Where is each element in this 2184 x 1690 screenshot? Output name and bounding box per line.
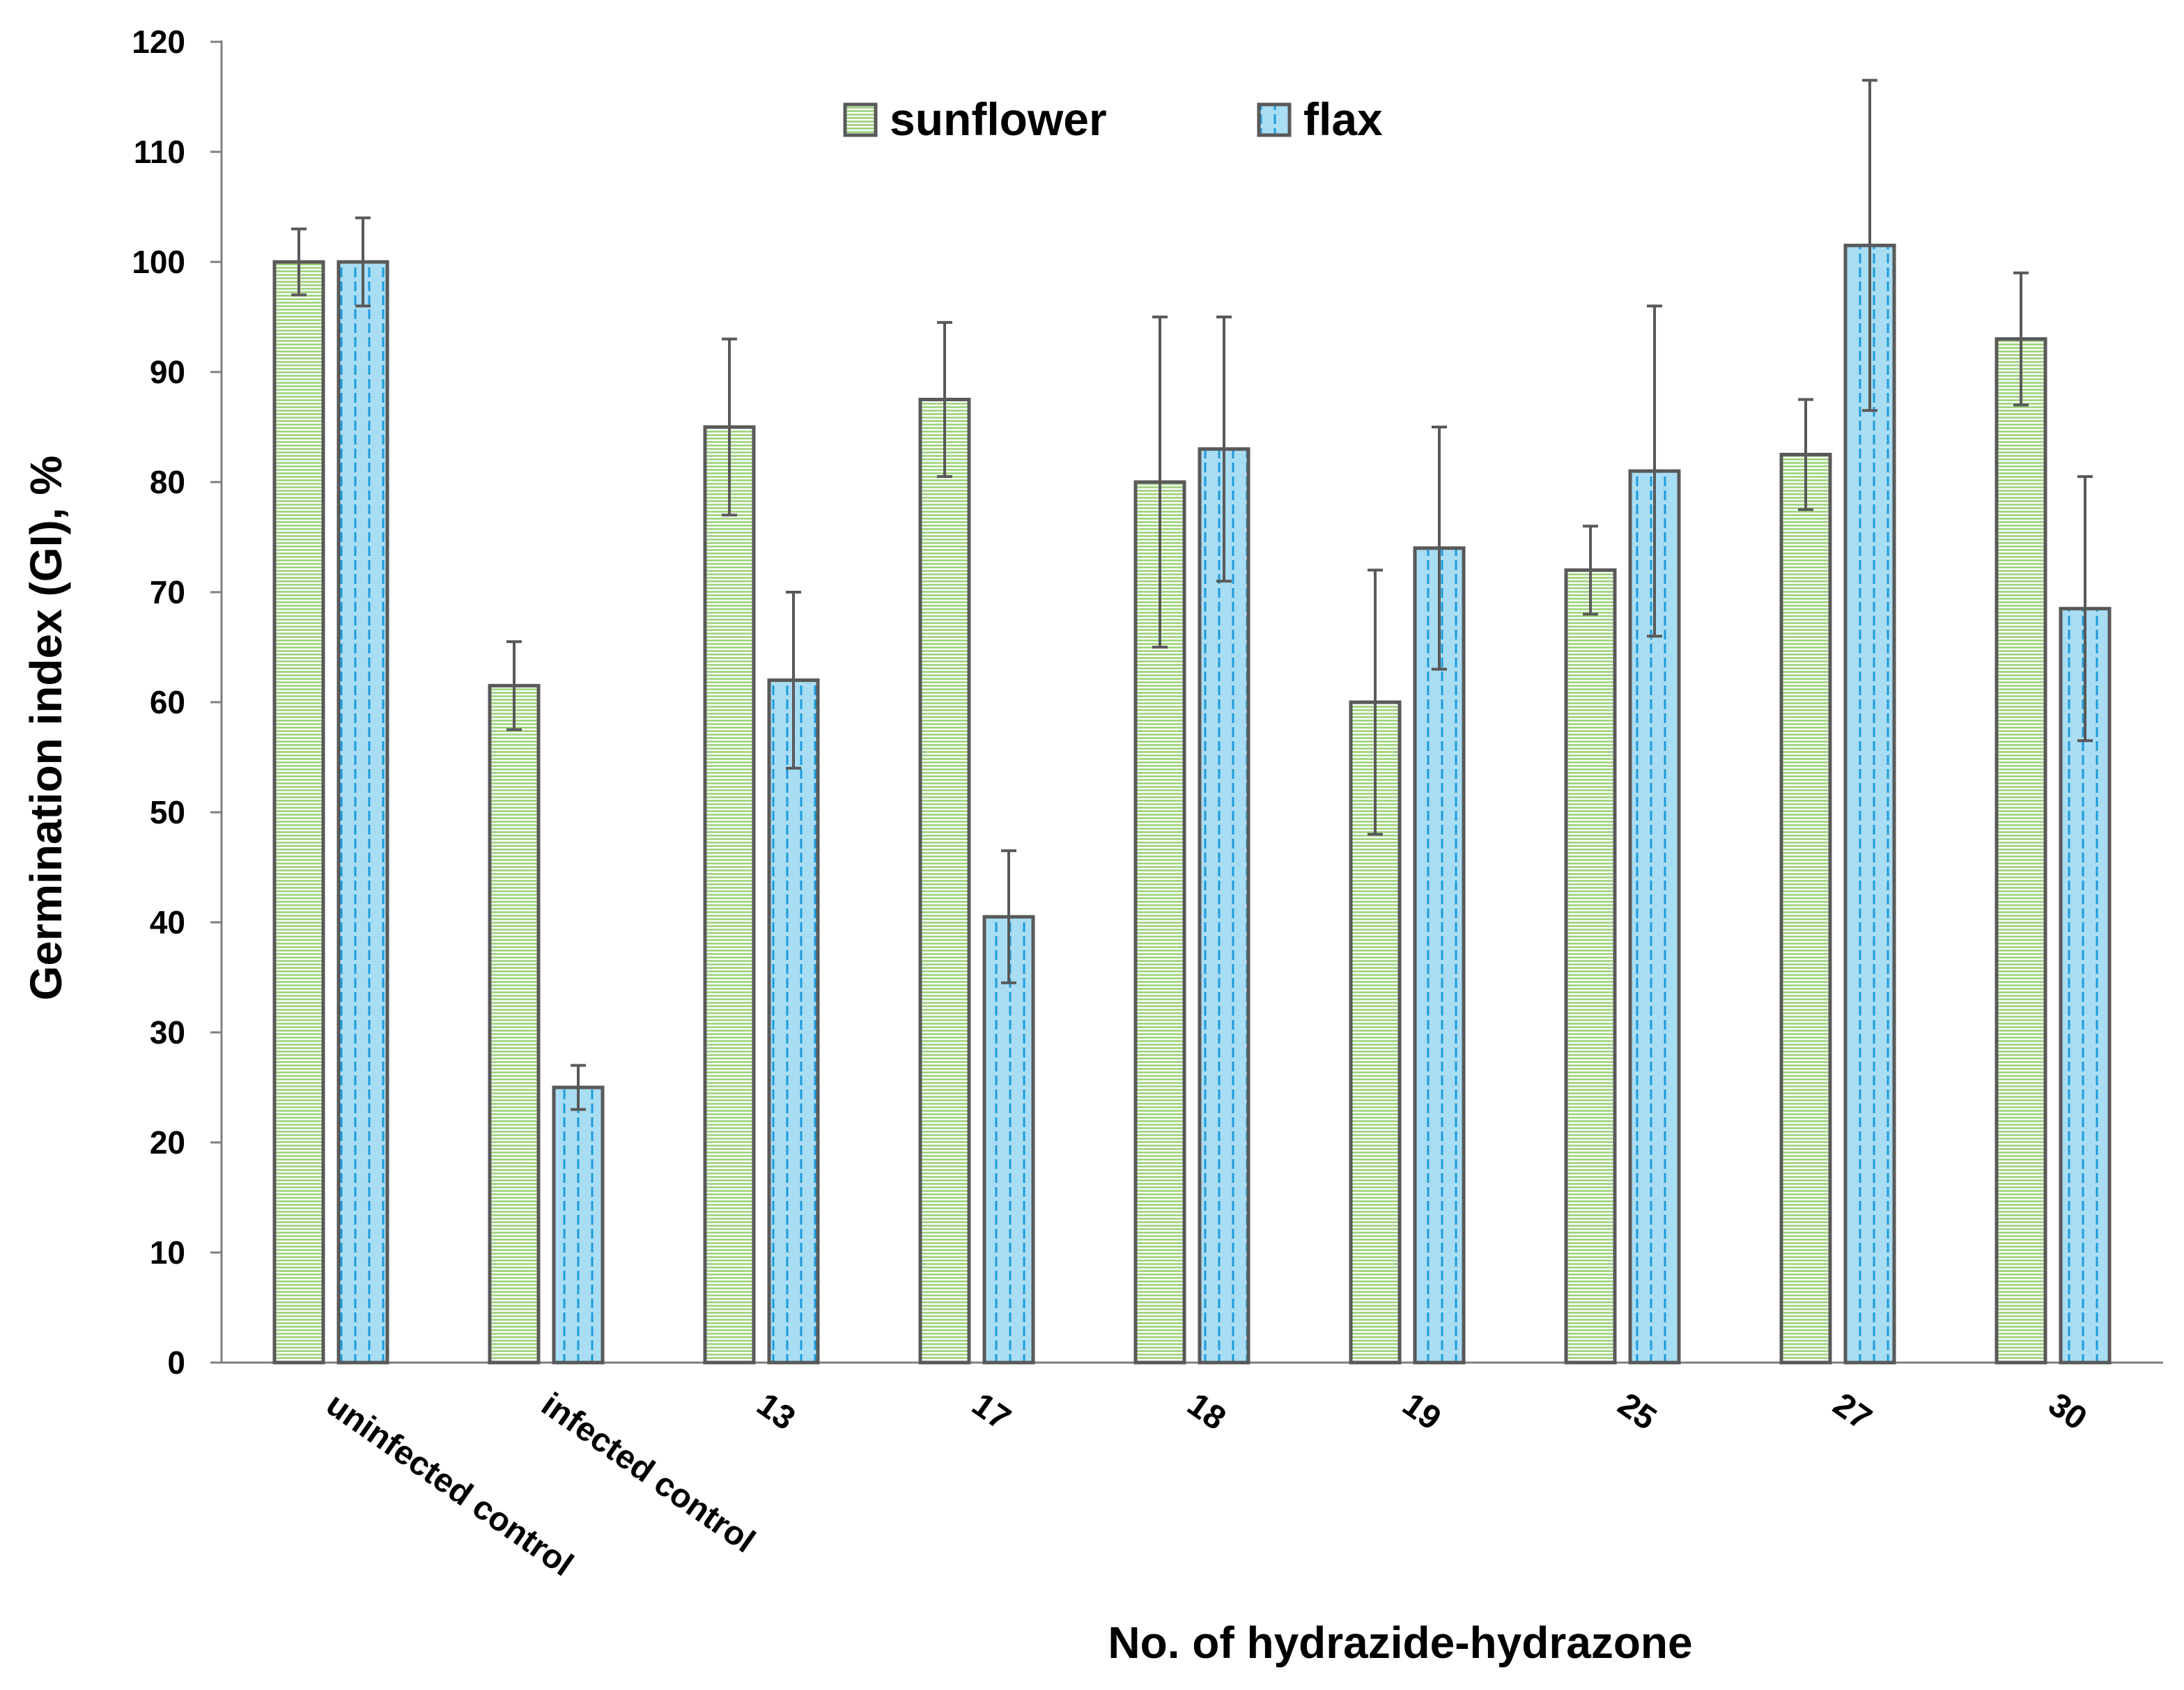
x-tick-label: 18 (1181, 1386, 1232, 1438)
x-tick-label: 13 (750, 1386, 802, 1438)
legend-swatch-flax (1257, 102, 1292, 137)
y-tick-label: 10 (150, 1234, 185, 1271)
y-tick-label: 80 (150, 464, 185, 500)
bar-sunflower (1779, 453, 1832, 1365)
legend-label-sunflower: sunflower (890, 93, 1107, 145)
y-tick-label: 30 (150, 1014, 185, 1051)
bar-flax (552, 1085, 605, 1365)
y-tick-label: 100 (132, 244, 185, 280)
legend-swatch-sunflower (843, 102, 878, 137)
y-tick-label: 40 (150, 904, 185, 940)
legend: sunflower flax (843, 93, 1383, 145)
bar-sunflower (272, 260, 325, 1365)
y-tick-label: 50 (150, 794, 185, 830)
y-tick-label: 70 (150, 574, 185, 610)
bar-flax (767, 678, 820, 1365)
bar-flax (1198, 447, 1250, 1365)
legend-label-flax: flax (1303, 93, 1383, 145)
y-tick-label: 60 (150, 684, 185, 720)
bars (272, 243, 2112, 1365)
x-tick-label: 17 (966, 1386, 1017, 1438)
x-tick-label: 27 (1827, 1386, 1878, 1438)
y-tick-label: 0 (167, 1344, 185, 1381)
error-bars (291, 79, 2093, 1111)
bar-flax (1843, 243, 1896, 1365)
x-tick-label: 25 (1611, 1386, 1663, 1438)
bar-sunflower (1995, 337, 2047, 1365)
y-tick-label: 20 (150, 1124, 185, 1161)
x-tick-label: infected control (535, 1386, 761, 1560)
y-axis-ticks: 0 10 20 30 40 50 60 70 80 90 100 110 120 (132, 24, 222, 1381)
y-tick-label: 90 (150, 354, 185, 390)
y-tick-label: 120 (132, 24, 185, 60)
bar-sunflower (488, 683, 541, 1365)
bar-sunflower (703, 425, 756, 1365)
x-tick-label: 19 (1396, 1386, 1448, 1438)
bar-sunflower (918, 398, 971, 1365)
y-tick-label: 110 (134, 134, 185, 170)
bar-sunflower (1564, 568, 1617, 1365)
bar-flax (982, 915, 1035, 1365)
y-axis-title: Germination index (GI), % (21, 456, 71, 1000)
bar-flax (336, 260, 389, 1365)
x-tick-label: 30 (2042, 1386, 2093, 1438)
x-axis-title: No. of hydrazide-hydrazone (1108, 1618, 1692, 1668)
bar-flax (1413, 546, 1466, 1365)
